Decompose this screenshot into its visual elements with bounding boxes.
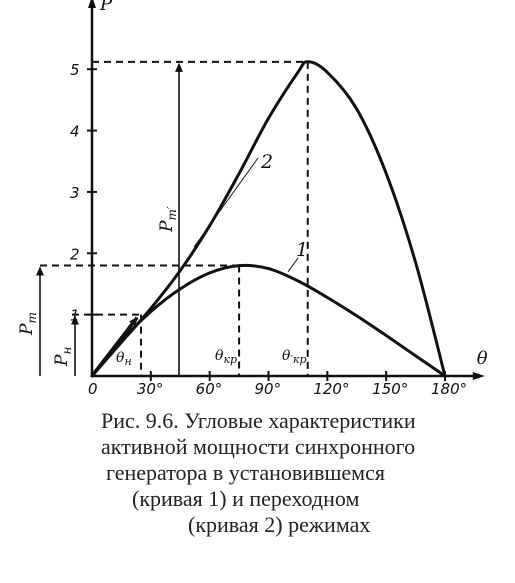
pn-label: Pн [52,347,74,367]
x-axis-arrow [472,372,485,380]
labels-layer: 0 30° 60° 90° 120° 150° 180° 1 2 3 4 5 Pθ 1 2 Pm Pн Pm′ θн… [17,0,488,398]
y-tick-label-3: 3 [70,184,80,202]
y-tick-label-5: 5 [70,61,80,79]
chart: 0 30° 60° 90° 120° 150° 180° 1 2 3 4 5 Pθ 1 2 Pm Pн Pm′ θн… [17,0,488,398]
caption-line-2: активной мощности синхронного [101,434,416,459]
axes-layer [87,0,485,381]
theta-kr-label: θкр [215,348,237,366]
reference-lines-layer [36,60,309,376]
y-axis-label: P [99,0,113,15]
pm-transient-label: Pm′ [157,206,179,233]
theta-kr-transient-label: θ′кр [282,348,307,366]
x-tick-label-60: 60° [196,380,223,398]
caption-line-1: Рис. 9.6. Угловые характеристики [101,408,416,433]
x-axis-label: θ [477,348,488,369]
curve-2 [90,60,447,378]
caption-line-4: (кривая 1) и переходном [132,486,360,511]
figure-caption: Рис. 9.6. Угловые характеристики активно… [60,408,515,538]
curve-2-label: 2 [260,151,273,173]
caption-line-3: генератора в установившемся [106,460,385,485]
y-tick-label-4: 4 [70,123,80,141]
x-tick-label-180: 180° [431,380,467,398]
y-axis-arrow [88,0,96,8]
y-tick-label-2: 2 [70,245,80,263]
curve-1-label: 1 [296,239,308,261]
curve-1-leader [287,257,299,272]
x-tick-label-30: 30° [137,380,164,398]
pm-label: Pm [17,312,39,336]
x-tick-label-120: 120° [313,380,349,398]
caption-line-5: (кривая 2) режимах [188,512,371,537]
curve-2-leader [193,157,259,248]
theta-n-label: θн [116,350,132,368]
curve-1 [90,263,447,378]
x-tick-label-90: 90° [255,380,282,398]
curves-layer [90,60,447,378]
y-tick-label-1: 1 [70,307,80,325]
x-tick-label-150: 150° [372,380,408,398]
operating-point-arrow [90,316,139,378]
x-tick-label-0: 0 [88,380,98,398]
